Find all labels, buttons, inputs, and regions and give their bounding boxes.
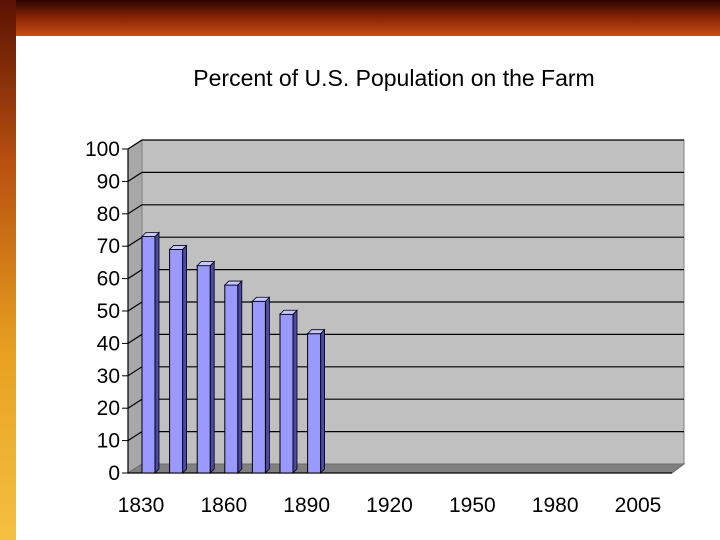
bar [141,235,156,474]
x-tick-label: 1980 [532,494,579,517]
slide-canvas: Percent of U.S. Population on the Farm 0… [16,36,720,540]
y-tick-label: 50 [97,300,120,323]
x-tick-label: 2005 [615,494,662,517]
bar-side [209,260,215,474]
farm-population-chart: Percent of U.S. Population on the Farm 0… [85,65,686,517]
gridline [127,204,684,215]
y-tick-label: 10 [97,430,120,453]
y-tick-label: 0 [108,462,120,485]
y-tick-label: 100 [85,138,120,161]
bar-top [223,280,243,286]
y-tick-label: 70 [97,235,120,258]
y-tick-label: 90 [97,170,120,193]
x-tick-label: 1860 [200,494,247,517]
y-tick-label: 60 [97,268,120,291]
bar-top [279,309,298,315]
x-tick-label: 1890 [283,494,330,517]
bar [307,333,322,474]
bar-side [154,231,160,474]
bar [224,284,239,474]
bar-top [168,245,188,250]
bar-side [292,309,298,474]
y-tick-label: 40 [97,332,120,355]
bar [169,248,184,474]
y-tick-label: 20 [97,397,120,420]
bar-side [237,280,243,474]
bar-top [196,261,216,267]
x-tick-label: 1950 [449,494,496,517]
bar [196,265,211,474]
y-tick-label: 30 [97,365,120,388]
bar [251,300,266,474]
bar-top [306,329,326,335]
plot-area: 0 10 20 30 40 50 60 70 80 90 100 1830 1860 1890 1920 19… [85,138,686,517]
x-tick-label: 1830 [118,494,165,517]
bar [279,313,294,474]
slide-top-band [0,0,720,40]
bar-top [141,232,160,237]
x-tick-label: 1920 [366,494,413,517]
bar-top [251,296,271,302]
y-tick-label: 80 [97,203,120,226]
chart-title: Percent of U.S. Population on the Farm [193,65,594,91]
gridline [127,139,684,150]
gridline [127,171,684,182]
bar-side [320,328,326,474]
slide-left-band [0,0,16,540]
bar-side [264,296,270,474]
bar-side [182,244,188,474]
